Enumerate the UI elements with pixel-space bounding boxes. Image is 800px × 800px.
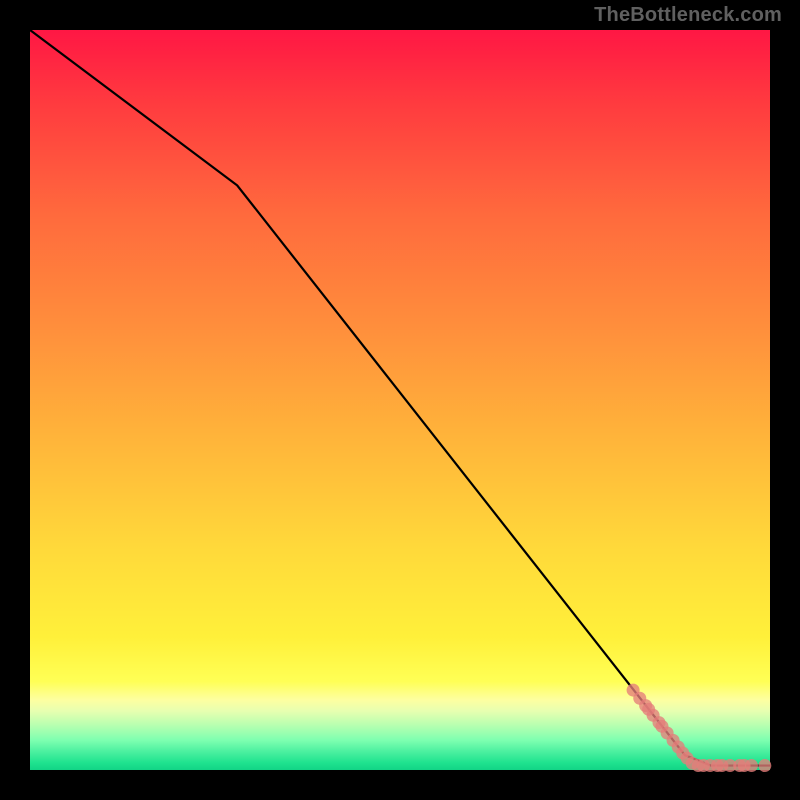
plot-background	[30, 30, 770, 770]
data-point	[758, 759, 771, 772]
watermark-text: TheBottleneck.com	[594, 4, 782, 27]
figure-root: TheBottleneck.com	[0, 0, 800, 800]
plot-svg	[0, 0, 800, 800]
data-point	[745, 759, 758, 772]
